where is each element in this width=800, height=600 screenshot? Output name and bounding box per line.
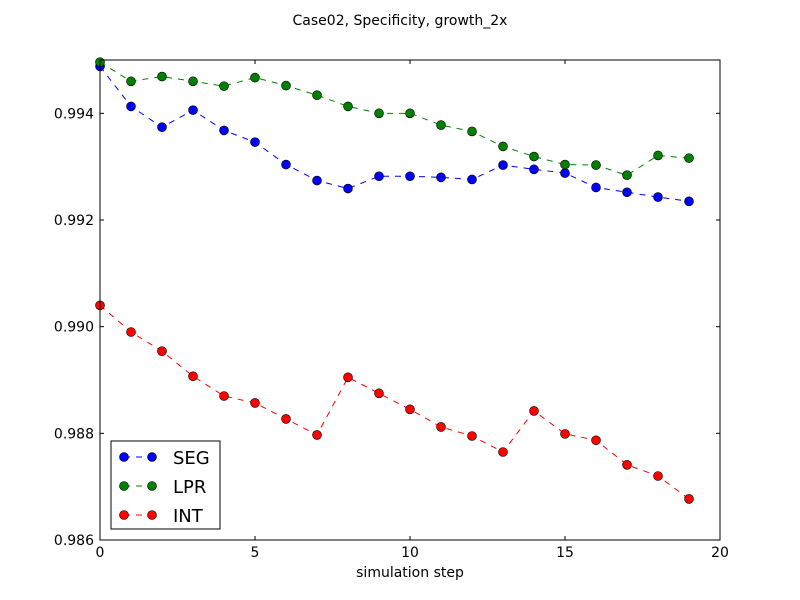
- data-point-seg: [281, 159, 291, 170]
- data-point-int: [591, 435, 601, 446]
- data-point-int: [436, 422, 446, 432]
- data-point-seg: [653, 192, 663, 202]
- data-point-int: [219, 391, 229, 401]
- x-tick-label: 15: [556, 545, 574, 561]
- data-point-seg: [126, 101, 136, 112]
- data-point-seg: [591, 182, 601, 193]
- data-point-seg: [219, 125, 229, 136]
- x-tick-label: 20: [711, 545, 729, 561]
- data-point-seg: [250, 137, 260, 147]
- legend-item-lpr: LPR: [119, 477, 206, 498]
- data-point-int: [405, 404, 415, 415]
- data-point-lpr: [281, 80, 291, 91]
- data-point-seg: [498, 160, 508, 170]
- data-point-int: [374, 388, 384, 399]
- data-point-int: [343, 372, 353, 383]
- data-point-seg: [343, 183, 353, 194]
- data-point-int: [622, 459, 632, 470]
- series-int: [95, 300, 694, 504]
- data-point-int: [188, 371, 198, 382]
- data-point-int: [250, 398, 260, 408]
- data-point-lpr: [250, 72, 260, 83]
- ticks: 0 5 10 15 20 0.986 0.988 0.990 0.992 0.994: [54, 60, 729, 561]
- data-point-seg: [405, 171, 415, 182]
- legend-label: LPR: [173, 477, 206, 498]
- series-lpr: [95, 57, 694, 180]
- series-line-lpr: [99, 61, 690, 176]
- legend-marker: [147, 510, 157, 520]
- data-point-lpr: [622, 170, 632, 180]
- legend-marker: [147, 481, 157, 491]
- y-tick-label: 0.990: [54, 320, 94, 336]
- x-tick-label: 0: [96, 545, 105, 561]
- data-point-int: [684, 494, 694, 504]
- legend-marker: [119, 452, 129, 462]
- legend-marker: [119, 510, 129, 520]
- x-tick-label: 5: [251, 545, 260, 561]
- data-point-int: [126, 327, 136, 337]
- data-point-seg: [188, 105, 198, 115]
- data-point-seg: [684, 196, 694, 207]
- legend-label: INT: [173, 506, 204, 527]
- data-point-seg: [622, 187, 632, 198]
- data-point-int: [467, 431, 477, 441]
- data-point-seg: [312, 175, 322, 186]
- x-tick-label: 10: [401, 545, 419, 561]
- y-tick-label: 0.994: [54, 106, 94, 122]
- data-point-lpr: [157, 71, 167, 82]
- data-point-lpr: [126, 76, 136, 87]
- data-point-lpr: [374, 108, 384, 119]
- data-point-lpr: [684, 153, 694, 163]
- data-point-int: [157, 346, 167, 357]
- chart-title: Case02, Specificity, growth_2x: [293, 13, 508, 29]
- series-seg: [95, 61, 694, 207]
- data-point-lpr: [591, 160, 601, 170]
- data-point-int: [498, 447, 508, 457]
- data-point-seg: [436, 172, 446, 183]
- data-point-lpr: [188, 76, 198, 87]
- data-point-lpr: [467, 126, 477, 137]
- data-point-lpr: [529, 151, 539, 162]
- y-tick-label: 0.992: [54, 213, 94, 229]
- data-point-int: [560, 429, 570, 439]
- legend-item-int: INT: [119, 506, 204, 527]
- data-point-seg: [560, 168, 570, 178]
- data-point-lpr: [498, 141, 508, 152]
- series-line-int: [99, 304, 690, 500]
- data-point-int: [653, 471, 663, 481]
- data-point-int: [529, 406, 539, 416]
- y-tick-label: 0.986: [54, 533, 94, 549]
- y-tick-label: 0.988: [54, 426, 94, 442]
- plot-area: [95, 57, 694, 504]
- data-point-lpr: [343, 101, 353, 112]
- x-axis-label: simulation step: [356, 565, 464, 581]
- legend-marker: [147, 452, 157, 462]
- data-point-seg: [157, 122, 167, 132]
- data-point-lpr: [405, 108, 415, 119]
- data-point-seg: [467, 174, 477, 185]
- data-point-lpr: [436, 120, 446, 130]
- data-point-seg: [529, 164, 539, 175]
- data-point-lpr: [219, 81, 229, 91]
- legend-label: SEG: [173, 448, 210, 469]
- legend: SEG LPR INT: [110, 440, 221, 530]
- data-point-seg: [374, 171, 384, 182]
- series-line-seg: [99, 66, 690, 202]
- legend-marker: [119, 481, 129, 491]
- legend-item-seg: SEG: [119, 448, 210, 469]
- data-point-lpr: [653, 150, 663, 161]
- data-point-lpr: [312, 90, 322, 100]
- data-point-lpr: [560, 159, 570, 170]
- legend-box: [110, 440, 221, 530]
- data-point-int: [281, 414, 291, 424]
- data-point-int: [312, 430, 322, 440]
